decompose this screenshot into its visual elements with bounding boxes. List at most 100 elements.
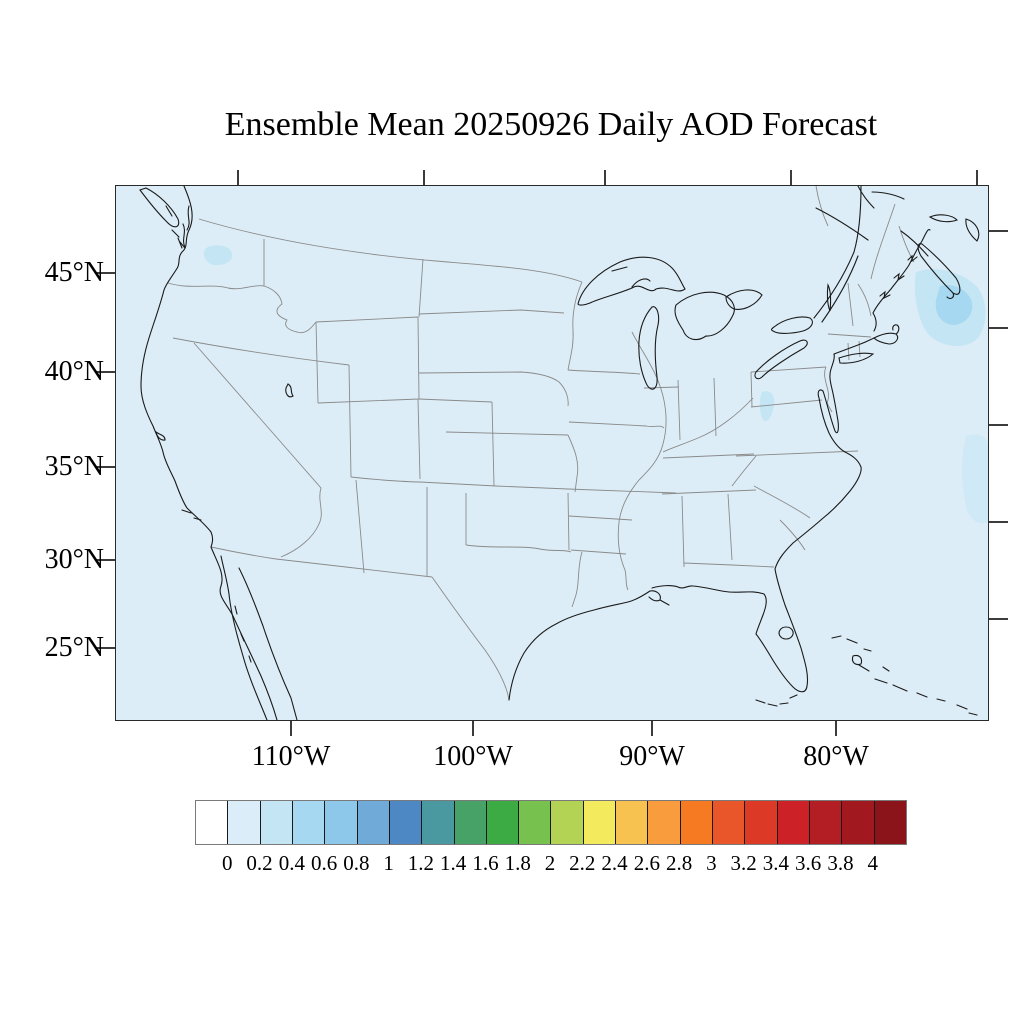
baja-outer-coast (210, 546, 278, 720)
aod-patches (203, 245, 988, 524)
colorbar-cell (809, 801, 843, 844)
great-salt-lake (285, 383, 294, 398)
lat-tick-label: 25°N (44, 632, 104, 663)
colorbar-tick-label: 3.6 (795, 851, 822, 875)
colorbar-cell (325, 801, 358, 844)
colorbar-cell (583, 801, 617, 844)
gulf-coast (508, 590, 651, 701)
colorbar-cell (519, 801, 552, 844)
colorbar-cell (389, 801, 423, 844)
lat-tick-right (988, 618, 1008, 620)
lon-tick (651, 720, 653, 736)
colorbar-cell (228, 801, 261, 844)
atlantic-coast (817, 353, 862, 520)
mississippi-delta (648, 590, 670, 606)
colorbar-tick-label: 1 (383, 851, 394, 875)
baja-inner-coast (220, 555, 268, 720)
san-francisco-bay (155, 430, 166, 441)
lat-tick-label: 40°N (44, 356, 104, 387)
colorbar-tick-label: 2.8 (665, 851, 693, 875)
mexico-mainland-coast (238, 567, 298, 720)
colorbar-cell (648, 801, 681, 844)
lat-tick (96, 272, 115, 274)
bahamas (831, 635, 978, 716)
lake-michigan (638, 306, 660, 390)
cape-breton (965, 218, 980, 242)
lat-tick-label: 30°N (44, 544, 104, 575)
colorbar-tick-label: 2.4 (601, 851, 628, 875)
colorbar-tick-label: 2.2 (569, 851, 596, 875)
colorbar-tick-label: 1.2 (407, 851, 435, 875)
colorbar-cell (874, 801, 906, 844)
aod-patch-washington (203, 245, 233, 266)
pacific-coast (140, 186, 214, 548)
lon-tick (835, 720, 837, 736)
lake-erie (754, 339, 808, 380)
colorbar-cell (777, 801, 810, 844)
long-island (838, 352, 875, 364)
lon-tick-top (237, 170, 239, 185)
lon-tick (290, 720, 292, 736)
lake-huron (674, 291, 735, 341)
lat-tick (96, 647, 115, 649)
chart-title: Ensemble Mean 20250926 Daily AOD Forecas… (224, 106, 878, 143)
st-lawrence-river (813, 186, 862, 323)
puget-sound (177, 205, 190, 249)
lon-tick-label: 90°W (619, 741, 685, 772)
colorbar-cell (551, 801, 584, 844)
lat-tick (96, 371, 115, 373)
colorbar-cell (842, 801, 875, 844)
colorbar-cell (422, 801, 455, 844)
lon-tick (472, 720, 474, 736)
aod-patch-right-edge (961, 434, 988, 524)
state-borders (167, 186, 915, 701)
georgian-bay (725, 289, 763, 310)
prince-edward-island (928, 214, 958, 223)
lat-tick-label: 35°N (44, 451, 104, 482)
colorbar-tick-label: 0.8 (343, 851, 370, 875)
colorbar-cell (292, 801, 326, 844)
colorbar-tick-label: 0.2 (246, 851, 273, 875)
colorbar-tick-label: 0.4 (278, 851, 305, 875)
colorbar-tick-label: 3.4 (762, 851, 790, 875)
colorbar-tick-label: 3.2 (730, 851, 757, 875)
colorbar-tick-label: 0.6 (310, 851, 338, 875)
us-map-svg (139, 186, 988, 720)
lon-tick-label: 100°W (433, 741, 513, 772)
lat-tick-right (988, 327, 1008, 329)
lake-ontario (770, 316, 813, 334)
colorbar-tick-label: 2.6 (633, 851, 660, 875)
lat-tick-label: 45°N (44, 257, 104, 288)
cape-cod (873, 324, 900, 345)
colorbar-cell (486, 801, 520, 844)
coastlines (139, 186, 980, 720)
lat-tick (96, 559, 115, 561)
florida-keys (755, 694, 798, 707)
colorbar-tick-label: 2 (544, 851, 556, 875)
new-england-coast (833, 229, 931, 355)
lon-tick-top (976, 170, 978, 185)
lon-tick-label: 110°W (251, 741, 331, 772)
colorbar-cell (454, 801, 487, 844)
nova-scotia (917, 243, 961, 299)
colorbar-tick-label: 3.8 (827, 851, 854, 875)
lat-tick (96, 466, 115, 468)
lon-tick-label: 80°W (803, 741, 869, 772)
colorbar-cell (196, 801, 229, 844)
colorbar-cell (260, 801, 293, 844)
colorbar-cell (357, 801, 390, 844)
vancouver-island (139, 187, 180, 228)
lon-tick-top (423, 170, 425, 185)
colorbar-tick-label: 4 (867, 851, 878, 875)
colorbar (195, 800, 907, 845)
lon-tick-top (790, 170, 792, 185)
new-brunswick-coast (900, 230, 929, 257)
colorbar-tick-label: 3 (706, 851, 717, 875)
lat-tick-right (988, 424, 1008, 426)
aod-patch-nova-scotia-core (935, 284, 973, 325)
lat-tick-right (988, 230, 1008, 232)
aod-patch-ohio-pennsylvania (759, 391, 775, 421)
florida-coast (728, 518, 823, 693)
colorbar-tick-label: 1.4 (440, 851, 467, 875)
